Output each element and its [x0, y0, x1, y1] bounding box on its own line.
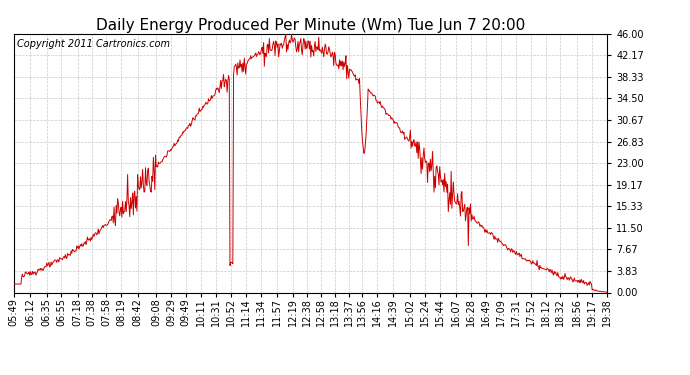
Text: Copyright 2011 Cartronics.com: Copyright 2011 Cartronics.com [17, 39, 170, 49]
Title: Daily Energy Produced Per Minute (Wm) Tue Jun 7 20:00: Daily Energy Produced Per Minute (Wm) Tu… [96, 18, 525, 33]
